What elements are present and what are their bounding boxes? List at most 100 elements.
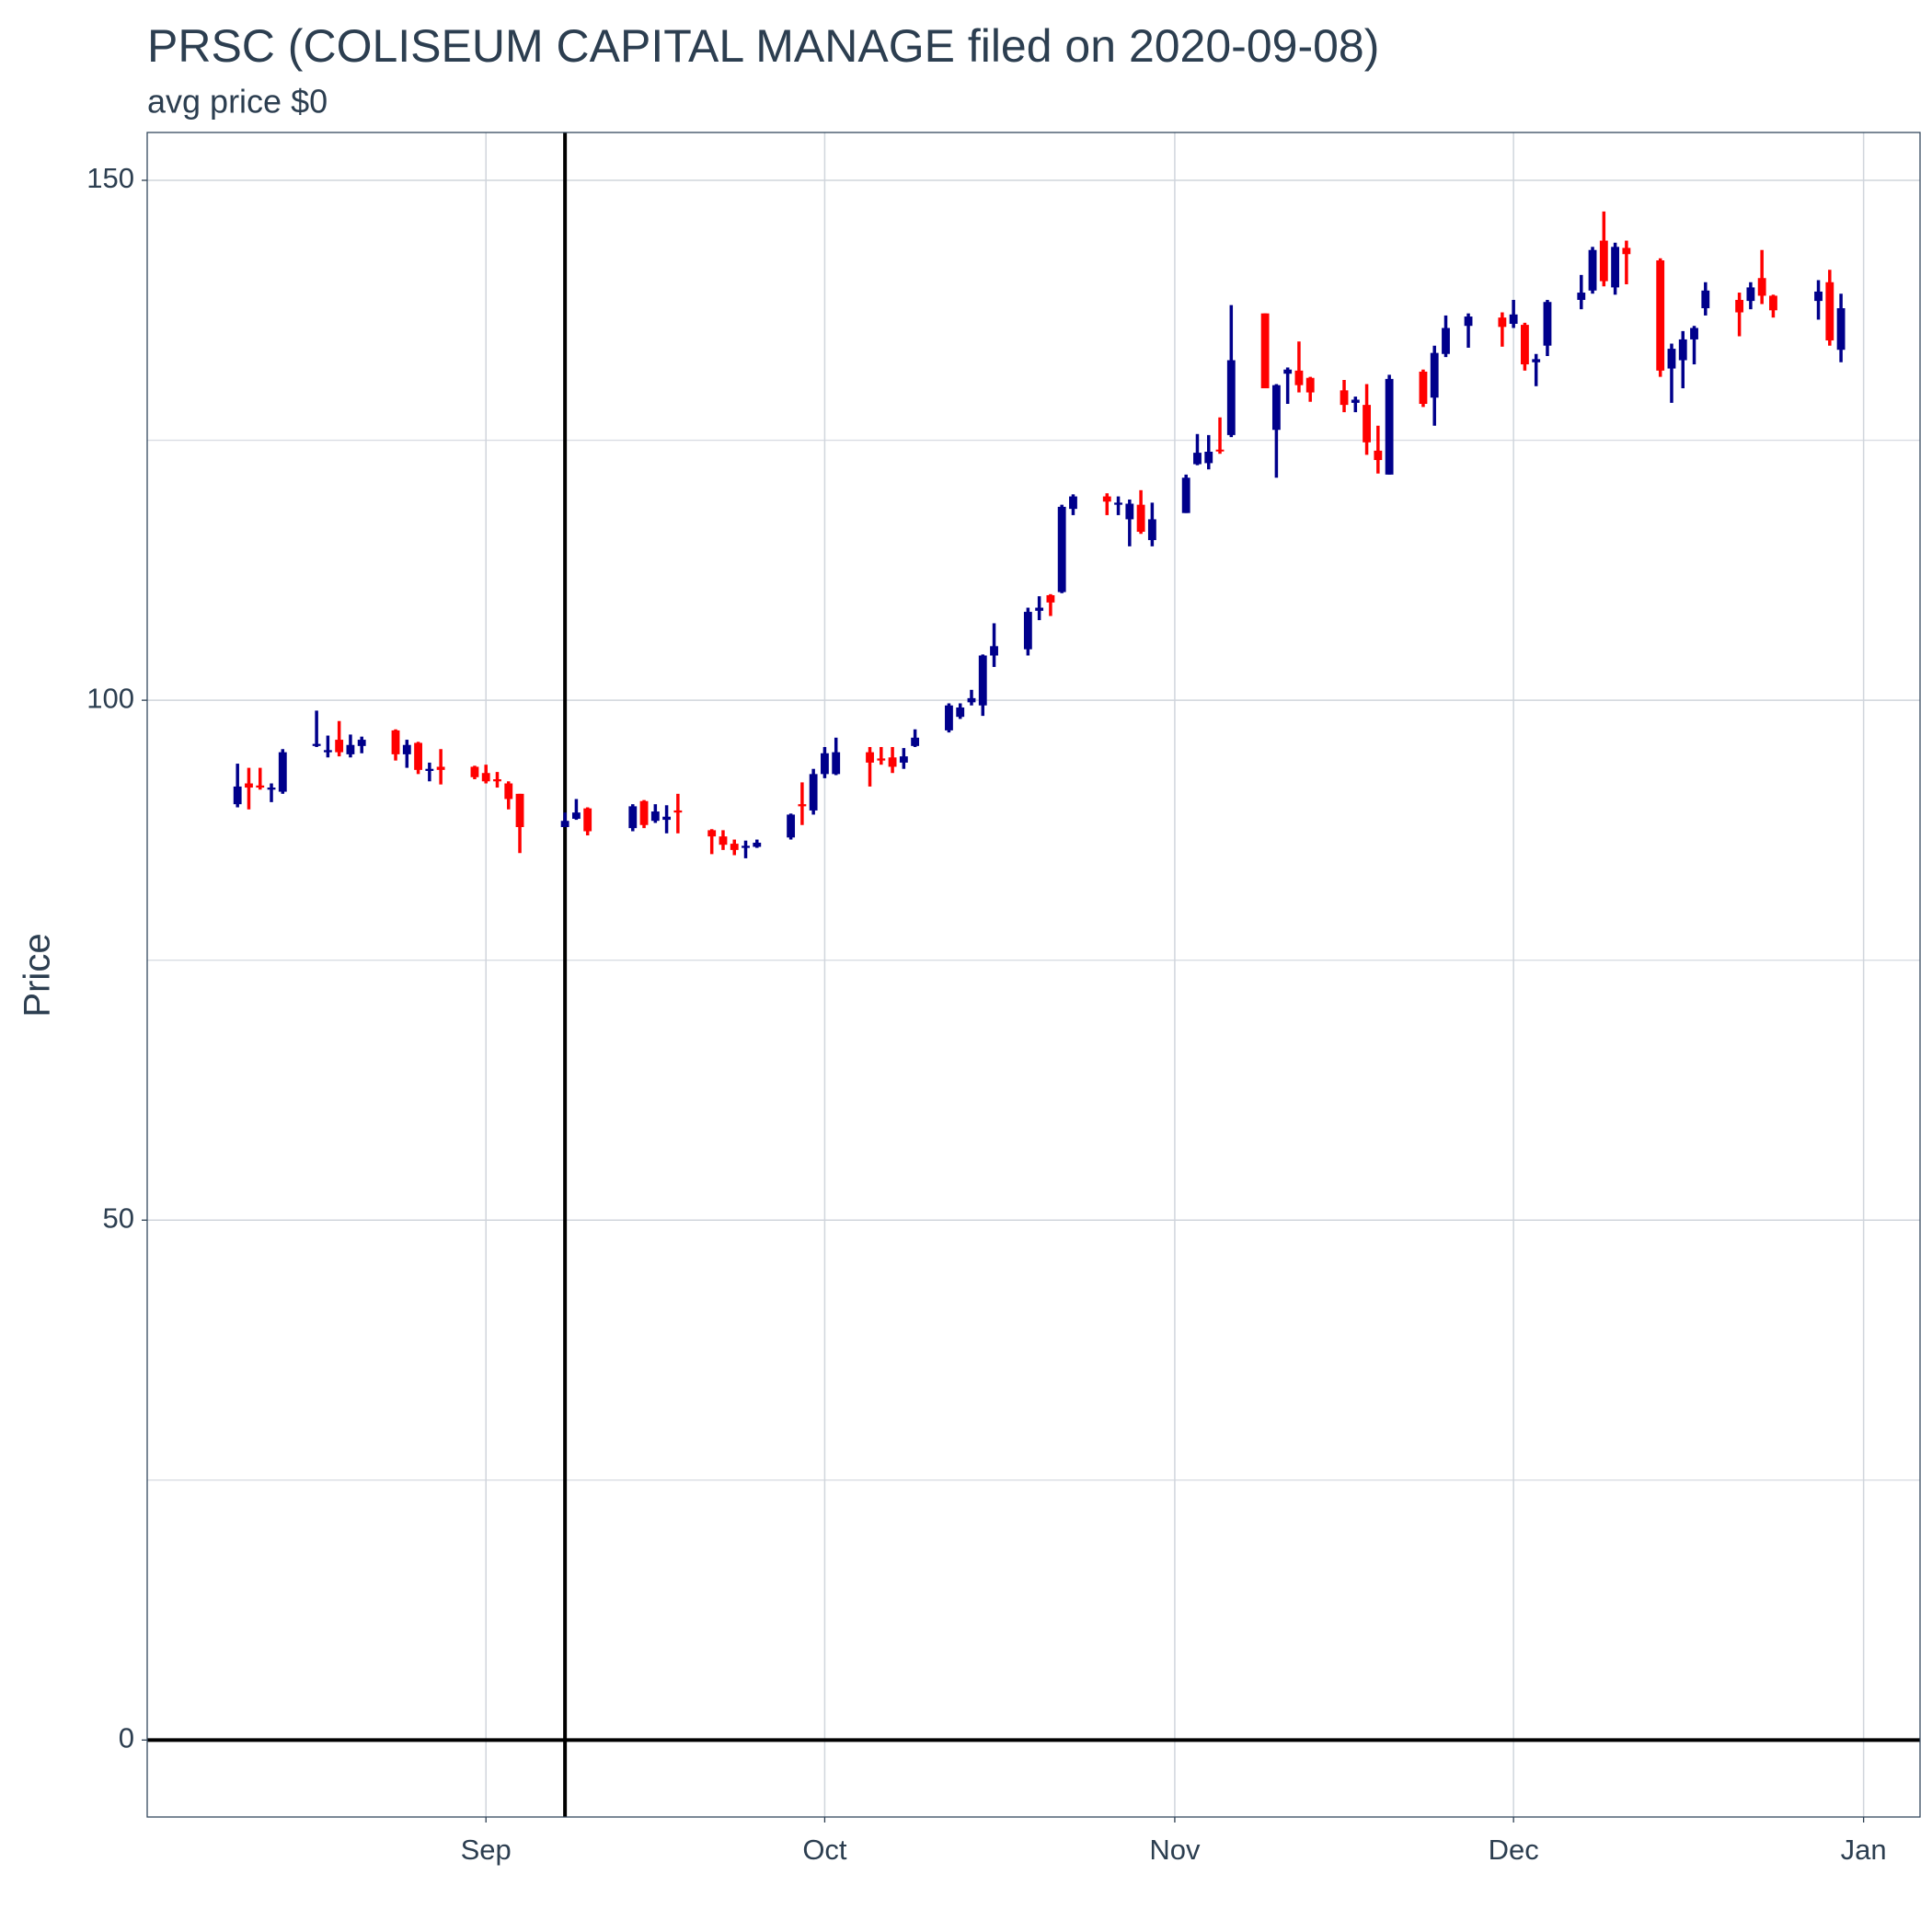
candle-body <box>470 766 479 777</box>
candle-body <box>414 742 422 770</box>
candle-body <box>1588 249 1597 291</box>
candle-body <box>1057 506 1066 592</box>
candle-body <box>1520 325 1529 365</box>
candle-body <box>571 812 581 819</box>
candle-body <box>787 814 796 838</box>
candle-body <box>719 836 728 845</box>
candle-body <box>1046 594 1055 603</box>
candle-body <box>1769 295 1777 311</box>
candle-body <box>1690 328 1698 339</box>
candle-body <box>821 753 829 775</box>
candle-body <box>753 842 762 847</box>
candle-body <box>425 768 434 771</box>
candle-body <box>832 752 841 775</box>
candle-body <box>346 744 355 754</box>
candle-body <box>1023 612 1032 650</box>
y-tick-label: 100 <box>86 682 134 714</box>
candle-body <box>1193 453 1202 465</box>
y-tick-label: 0 <box>119 1722 134 1754</box>
candle-body <box>245 783 253 788</box>
candle-body <box>990 646 998 656</box>
x-tick-label: Oct <box>802 1834 847 1866</box>
x-tick-label: Nov <box>1149 1834 1201 1866</box>
candle-body <box>742 845 750 848</box>
candle-body <box>639 800 649 825</box>
y-tick-label: 50 <box>103 1202 134 1234</box>
x-tick-label: Dec <box>1489 1834 1539 1866</box>
candle-body <box>1442 328 1450 354</box>
candle-body <box>436 766 445 770</box>
candle-body <box>504 783 513 799</box>
candle-body <box>1825 282 1834 341</box>
candle-body <box>662 816 672 821</box>
candle-body <box>1611 247 1620 288</box>
candle-body <box>1678 339 1687 361</box>
candle-body <box>1226 360 1236 435</box>
candle-body <box>1532 359 1541 362</box>
candle-body <box>1543 302 1552 346</box>
y-tick-label: 150 <box>86 162 134 194</box>
candle-body <box>1735 299 1744 313</box>
candle-body <box>1271 385 1281 431</box>
candle-body <box>1181 477 1190 513</box>
candle-body <box>1814 291 1823 302</box>
candle-body <box>481 773 490 782</box>
candle-body <box>267 788 276 790</box>
candle-body <box>650 811 660 822</box>
candle-body <box>312 743 321 746</box>
candle-body <box>956 707 965 718</box>
candle-body <box>866 752 874 763</box>
candle-body <box>1102 496 1111 502</box>
candle-body <box>1204 451 1213 464</box>
candle-body <box>357 740 366 746</box>
y-axis-label: Price <box>17 933 58 1017</box>
candle-body <box>493 779 501 782</box>
candle-body <box>1374 450 1383 461</box>
candle-body <box>809 774 818 811</box>
x-tick-label: Sep <box>461 1834 512 1866</box>
candle-body <box>1260 313 1270 389</box>
candle-body <box>256 785 265 788</box>
candle-body <box>1136 504 1145 533</box>
candle-body <box>1577 293 1586 300</box>
candle-body <box>278 752 287 792</box>
candle-body <box>1498 317 1507 328</box>
candle-body <box>967 697 976 703</box>
candle-body <box>1215 449 1225 452</box>
candle-body <box>1305 377 1315 393</box>
chart-title: PRSC (COLISEUM CAPITAL MANAGE filed on 2… <box>147 20 1379 72</box>
candle-body <box>391 730 400 754</box>
candle-body <box>583 808 592 832</box>
candle-body <box>515 793 524 828</box>
candle-body <box>233 786 242 805</box>
candle-body <box>402 744 411 754</box>
candle-body <box>1746 287 1755 302</box>
candle-body <box>1035 607 1044 611</box>
candle-body <box>1701 290 1710 309</box>
candle-body <box>1667 349 1676 369</box>
plot-border <box>146 132 1921 1818</box>
candle-body <box>730 844 739 850</box>
candle-body <box>1509 314 1518 324</box>
candle-body <box>335 740 344 753</box>
candle-body <box>1622 247 1631 255</box>
candle-body <box>888 757 897 767</box>
candle-body <box>911 737 920 746</box>
candle-body <box>1464 316 1473 327</box>
chart-subtitle: avg price $0 <box>147 83 328 121</box>
candle-body <box>1125 503 1134 520</box>
candle-body <box>1836 308 1846 351</box>
candle-body <box>899 756 908 763</box>
candle-body <box>1147 519 1156 541</box>
candle-body <box>798 804 807 807</box>
candle-body <box>877 758 886 761</box>
candle-body <box>1757 278 1766 296</box>
candle-body <box>1656 260 1665 371</box>
candle-body <box>323 750 332 753</box>
candle-body <box>1340 390 1349 406</box>
candle-body <box>1069 496 1077 510</box>
candle-body <box>945 705 953 730</box>
candle-body <box>628 806 638 829</box>
candle-body <box>978 655 987 706</box>
candle-body <box>1283 369 1293 374</box>
